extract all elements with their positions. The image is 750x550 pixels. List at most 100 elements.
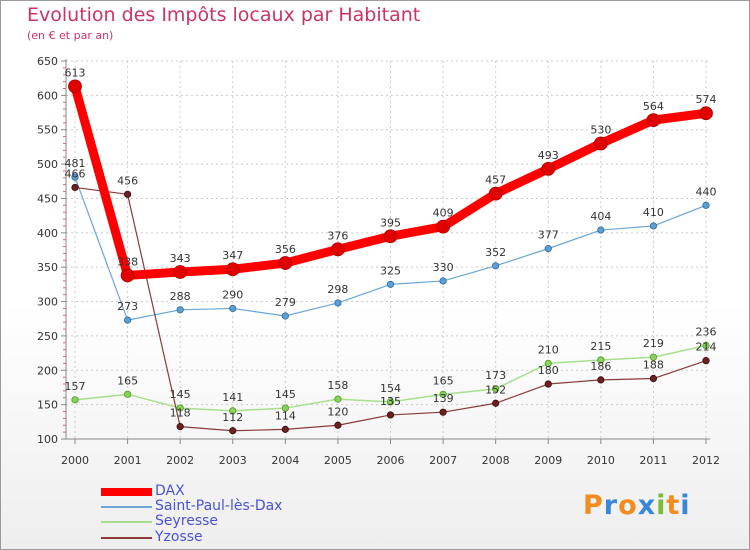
data-label: 457: [485, 174, 506, 187]
data-label: 564: [643, 100, 664, 113]
y-tick-label: 650: [37, 55, 58, 68]
data-point: [229, 427, 237, 435]
logo-letter: i: [656, 490, 667, 521]
data-label: 395: [380, 216, 401, 229]
data-label: 158: [327, 379, 348, 392]
legend-label: Yzosse: [155, 529, 203, 545]
data-point: [436, 219, 450, 234]
data-label: 145: [275, 388, 296, 401]
data-point: [386, 398, 395, 406]
data-point: [492, 262, 500, 270]
x-tick-label: 2009: [534, 454, 562, 467]
chart-title: Evolution des Impôts locaux par Habitant: [27, 4, 421, 26]
data-point: [439, 277, 447, 285]
data-point: [229, 304, 237, 313]
data-label: 152: [485, 383, 506, 396]
logo-letter: x: [637, 490, 657, 521]
y-tick-label: 500: [37, 158, 58, 171]
data-label: 409: [433, 207, 454, 220]
data-point: [702, 357, 710, 365]
data-point: [334, 395, 342, 403]
data-label: 404: [590, 210, 611, 223]
data-point: [593, 136, 608, 151]
data-point: [492, 385, 500, 393]
data-point: [544, 359, 552, 367]
data-label: 290: [222, 288, 243, 301]
data-label: 356: [275, 243, 296, 256]
logo-letter: o: [618, 490, 638, 521]
data-point: [176, 306, 184, 314]
x-tick-label: 2007: [429, 454, 457, 467]
data-label: 120: [327, 405, 348, 418]
x-tick-label: 2000: [61, 454, 89, 467]
y-tick-label: 200: [37, 364, 58, 377]
data-label: 410: [643, 206, 664, 219]
data-label: 214: [696, 341, 717, 354]
data-label: 343: [170, 252, 191, 265]
data-label: 141: [222, 391, 243, 404]
data-point: [439, 390, 447, 398]
x-tick-label: 2008: [482, 454, 510, 467]
data-point: [71, 396, 79, 404]
data-point: [597, 376, 605, 384]
data-point: [334, 299, 342, 307]
data-label: 288: [170, 290, 191, 303]
data-point: [71, 183, 79, 192]
data-label: 139: [433, 392, 454, 405]
data-label: 173: [485, 369, 506, 382]
x-tick-label: 2003: [219, 454, 247, 467]
data-label: 456: [117, 174, 138, 187]
data-point: [123, 316, 132, 324]
chart-subtitle: (en € et par an): [27, 29, 114, 42]
data-point: [649, 374, 658, 383]
data-label: 279: [275, 296, 296, 309]
logo-letter: t: [666, 490, 681, 521]
data-point: [331, 242, 345, 257]
logo-letter: r: [603, 490, 619, 521]
data-point: [702, 341, 710, 350]
data-point: [649, 222, 658, 230]
data-label: 352: [485, 246, 506, 259]
data-point: [699, 106, 713, 121]
data-point: [649, 353, 658, 361]
data-label: 330: [433, 261, 454, 274]
data-label: 219: [643, 337, 664, 350]
data-label: 186: [590, 360, 611, 373]
data-point: [541, 162, 556, 176]
y-tick-label: 150: [37, 399, 58, 412]
data-point: [123, 390, 132, 398]
data-point: [597, 226, 605, 234]
x-tick-label: 2010: [587, 454, 615, 467]
y-tick-label: 550: [37, 124, 58, 137]
x-tick-label: 2001: [114, 454, 142, 467]
data-point: [597, 356, 605, 364]
data-label: 165: [117, 374, 138, 387]
x-tick-label: 2004: [271, 454, 299, 467]
data-label: 338: [117, 255, 138, 268]
data-label: 298: [327, 283, 348, 296]
logo-letter: P: [583, 490, 604, 521]
data-label: 154: [380, 382, 401, 395]
data-label: 325: [380, 264, 401, 277]
data-label: 157: [65, 380, 86, 393]
x-tick-label: 2011: [639, 454, 667, 467]
data-point: [281, 312, 289, 320]
data-point: [439, 408, 447, 416]
data-label: 112: [222, 411, 243, 424]
data-point: [123, 190, 132, 198]
data-label: 188: [643, 359, 664, 372]
y-tick-label: 100: [37, 433, 58, 446]
data-label: 530: [590, 123, 611, 136]
data-label: 481: [65, 157, 86, 170]
data-point: [386, 411, 395, 419]
x-tick-label: 2005: [324, 454, 352, 467]
x-tick-label: 2012: [692, 454, 720, 467]
data-label: 347: [222, 249, 243, 262]
data-label: 613: [65, 66, 86, 79]
y-tick-label: 400: [37, 227, 58, 240]
data-point: [225, 262, 240, 277]
y-tick-label: 250: [37, 330, 58, 343]
data-label: 493: [538, 149, 559, 162]
x-tick-label: 2006: [377, 454, 405, 467]
